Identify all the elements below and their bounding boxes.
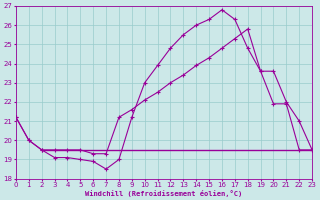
- X-axis label: Windchill (Refroidissement éolien,°C): Windchill (Refroidissement éolien,°C): [85, 190, 243, 197]
